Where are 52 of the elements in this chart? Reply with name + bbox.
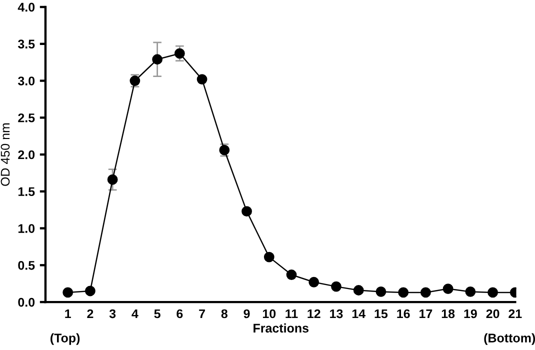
y-tick-label: 0.5	[18, 260, 35, 270]
x-tick-label: 9	[244, 309, 250, 318]
y-tick-label: 0.0	[18, 298, 35, 307]
point	[398, 287, 409, 298]
x-tick-label: 21	[508, 309, 522, 318]
x-tick-label: 5	[154, 309, 160, 318]
x-tick-label: 11	[286, 309, 298, 318]
x-axis-title: Fractions	[254, 323, 308, 333]
point	[465, 286, 476, 297]
x-tick-label: 8	[221, 309, 228, 318]
point	[152, 54, 163, 65]
point	[488, 287, 498, 298]
x-tick-label: 19	[464, 309, 477, 318]
y-tick-label: 3.5	[18, 40, 35, 49]
point	[420, 287, 431, 298]
x-tick-label: 6	[176, 309, 183, 318]
text: (Top)	[50, 333, 80, 345]
x-tick-label: 4	[132, 309, 138, 318]
x-tick-label: 12	[308, 309, 320, 318]
point	[196, 74, 208, 84]
x-tick-label: 3	[109, 309, 116, 318]
point	[107, 174, 118, 185]
y-tick-label: 2.5	[18, 113, 35, 122]
point	[242, 206, 252, 217]
y-axis-title: OD 450 nm	[0, 123, 10, 186]
x-tick-label: 7	[199, 309, 205, 318]
y-tick-label: 4.0	[18, 2, 35, 12]
x-tick-label: 18	[442, 309, 455, 318]
point	[331, 281, 342, 292]
y-tick-label: 2.0	[18, 150, 35, 160]
x-tick-label: 2	[87, 309, 94, 318]
x-tick-label: 16	[397, 309, 410, 318]
point	[376, 286, 386, 297]
x-tick-label: 1	[65, 309, 71, 318]
x-tick-label: 20	[486, 309, 500, 318]
text: (Bottom)	[484, 333, 535, 345]
point	[308, 276, 320, 288]
point	[62, 287, 74, 298]
y-tick-label: 3.0	[18, 76, 35, 86]
point	[353, 285, 364, 296]
y-tick-label: 1.0	[18, 224, 35, 233]
point	[85, 286, 96, 296]
x-tick-label: 10	[262, 309, 276, 318]
point	[442, 284, 454, 294]
point	[174, 48, 185, 59]
point	[286, 270, 297, 280]
x-tick-label: 17	[420, 309, 432, 318]
x-tick-label: 13	[330, 309, 343, 318]
x-tick-label: 14	[352, 309, 366, 318]
point	[264, 252, 274, 262]
y-tick-label: 1.5	[18, 187, 35, 196]
x-tick-label: 15	[374, 309, 388, 318]
